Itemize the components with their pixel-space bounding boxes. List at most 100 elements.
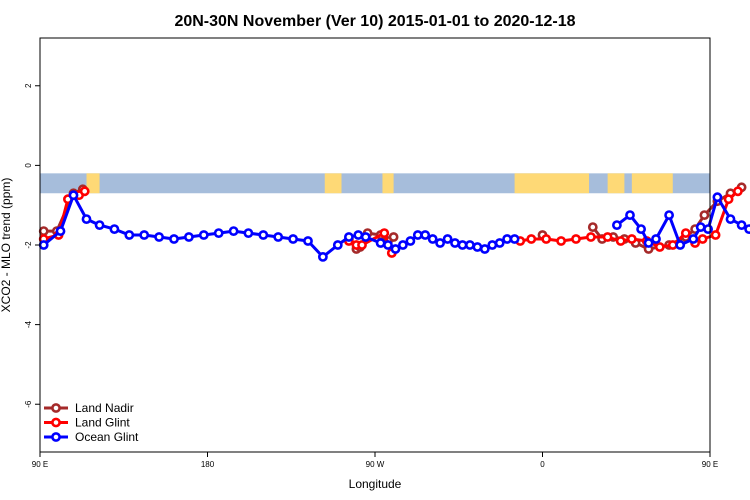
x-axis-label: Longitude — [349, 477, 402, 491]
data-point-ocean-glint — [651, 234, 661, 244]
data-point-ocean-glint — [213, 228, 224, 238]
plot-frame — [39, 37, 711, 453]
data-point-land-nadir — [388, 232, 399, 242]
data-point-ocean-glint — [675, 240, 686, 250]
data-point-ocean-glint — [479, 244, 490, 254]
data-point-land-glint — [526, 234, 537, 244]
data-point-ocean-glint — [360, 232, 371, 242]
data-point-ocean-glint — [487, 240, 498, 250]
data-point-land-glint — [541, 234, 552, 244]
data-point-land-glint — [680, 228, 691, 238]
data-point-ocean-glint — [375, 238, 386, 248]
data-point-land-nadir — [699, 210, 710, 220]
legend-label: Ocean Glint — [75, 430, 139, 444]
y-tick-label: -2 — [24, 241, 33, 249]
data-point-ocean-glint — [243, 228, 254, 238]
data-point-ocean-glint — [450, 238, 460, 248]
data-point-land-glint — [556, 236, 566, 246]
series-layer — [38, 182, 750, 262]
data-point-land-glint — [626, 234, 637, 244]
series-land-glint — [38, 186, 743, 258]
data-point-ocean-glint — [397, 240, 408, 250]
legend-item-ocean-glint: Ocean Glint — [44, 430, 139, 444]
data-point-land-glint — [710, 230, 721, 240]
data-point-ocean-glint — [695, 222, 706, 232]
data-point-ocean-glint — [427, 234, 438, 244]
legend-label: Land Nadir — [75, 401, 134, 415]
data-point-ocean-glint — [288, 234, 298, 244]
data-point-land-glint — [602, 232, 613, 242]
data-point-ocean-glint — [502, 234, 512, 244]
data-point-ocean-glint — [332, 240, 343, 250]
x-tick-label: 0 — [540, 460, 545, 469]
legend-item-land-glint: Land Glint — [44, 416, 130, 430]
chart-title: 20N-30N November (Ver 10) 2015-01-01 to … — [174, 13, 575, 30]
data-point-land-glint — [79, 186, 90, 197]
data-point-land-glint — [586, 232, 596, 242]
data-point-land-glint — [357, 240, 367, 250]
data-point-ocean-glint — [744, 224, 750, 234]
legend-item-land-nadir: Land Nadir — [44, 401, 134, 415]
data-point-ocean-glint — [68, 190, 79, 201]
data-point-ocean-glint — [736, 220, 747, 230]
data-point-ocean-glint — [38, 240, 49, 250]
data-point-ocean-glint — [420, 230, 431, 240]
data-point-ocean-glint — [139, 230, 150, 240]
data-point-land-nadir — [587, 222, 598, 232]
data-point-ocean-glint — [664, 210, 674, 220]
data-point-ocean-glint — [464, 240, 475, 250]
series-ocean-glint — [38, 190, 750, 262]
legend-swatch-marker — [51, 417, 61, 428]
data-point-ocean-glint — [183, 232, 194, 242]
data-point-ocean-glint — [228, 226, 239, 236]
map-land-patch — [631, 173, 673, 194]
data-point-ocean-glint — [169, 234, 179, 244]
data-point-land-glint — [733, 186, 743, 197]
legend-label: Land Glint — [75, 416, 130, 430]
data-point-land-glint — [571, 234, 581, 244]
y-tick-label: -6 — [24, 400, 33, 408]
legend-swatch-marker — [51, 432, 61, 442]
data-point-ocean-glint — [636, 224, 646, 234]
data-point-ocean-glint — [405, 236, 416, 246]
data-point-ocean-glint — [442, 234, 453, 244]
map-land-patch — [607, 173, 625, 194]
map-land-patch — [514, 173, 590, 194]
series-land-nadir — [38, 182, 747, 254]
data-point-ocean-glint — [643, 238, 654, 248]
data-point-ocean-glint — [343, 232, 354, 242]
data-point-ocean-glint — [94, 220, 105, 230]
data-point-ocean-glint — [353, 230, 364, 240]
map-land-patch — [86, 173, 100, 194]
y-tick-label: 0 — [24, 163, 33, 168]
data-point-ocean-glint — [258, 230, 269, 240]
data-point-land-glint — [723, 194, 734, 205]
data-point-ocean-glint — [612, 220, 622, 230]
y-axis-label: XCO2 - MLO trend (ppm) — [0, 178, 13, 313]
data-point-ocean-glint — [390, 244, 401, 254]
x-tick-label: 90 E — [32, 460, 48, 469]
data-point-ocean-glint — [435, 238, 445, 248]
y-axis: 2 0 -2 -4 -6 — [24, 83, 40, 408]
y-tick-label: 2 — [24, 83, 33, 88]
data-point-ocean-glint — [625, 210, 635, 220]
data-point-ocean-glint — [703, 224, 713, 234]
legend-swatch-marker — [51, 403, 61, 413]
data-point-ocean-glint — [688, 234, 699, 244]
data-point-land-nadir — [38, 226, 49, 236]
x-axis: 90 E 180 90 W 0 90 E — [32, 452, 718, 469]
data-point-ocean-glint — [712, 192, 723, 203]
data-point-ocean-glint — [81, 214, 92, 224]
y-tick-label: -4 — [24, 321, 33, 329]
data-point-land-glint — [654, 242, 665, 252]
data-point-ocean-glint — [124, 230, 135, 240]
data-point-ocean-glint — [509, 234, 520, 244]
data-point-land-glint — [615, 236, 626, 246]
x-tick-label: 90 W — [366, 460, 385, 469]
x-tick-label: 90 E — [702, 460, 718, 469]
data-point-ocean-glint — [472, 242, 483, 252]
map-strip — [40, 173, 710, 194]
data-point-ocean-glint — [494, 238, 505, 248]
